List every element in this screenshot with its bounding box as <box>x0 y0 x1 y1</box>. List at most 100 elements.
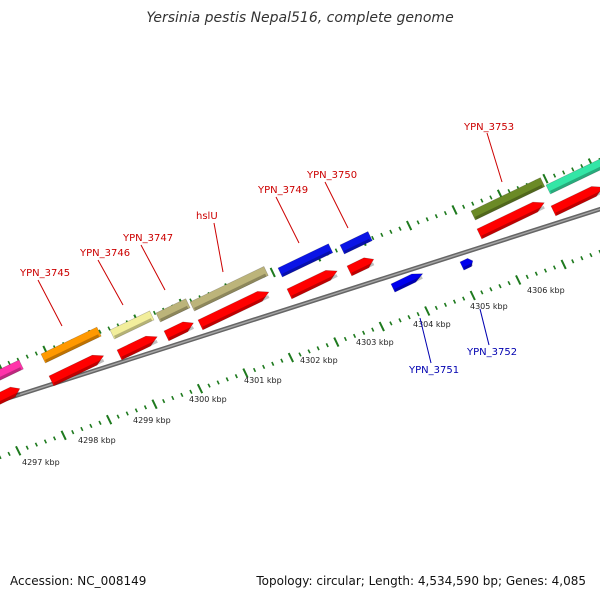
cds-arrow <box>286 270 338 300</box>
lower-tick <box>242 368 249 379</box>
lower-tick <box>134 408 138 413</box>
lower-tick <box>262 364 266 370</box>
feature-bar-body <box>40 326 102 364</box>
lower-tick <box>271 361 275 366</box>
label-layer: 4297 kbp 4298 kbp 4299 kbp 4300 kbp 4301 kbp… <box>19 122 565 467</box>
lower-tick <box>343 336 348 342</box>
gene-leader-line <box>140 244 166 291</box>
feature-bar <box>0 359 24 383</box>
cds-arrow <box>346 257 375 277</box>
gene-leader-line <box>419 317 432 364</box>
gene-leader-line <box>97 259 124 306</box>
gene-leader-line <box>275 196 300 244</box>
cds-arrow-shade <box>53 358 105 386</box>
backbone-layer <box>0 206 600 404</box>
genome-summary: Topology: circular; Length: 4,534,590 bp… <box>256 574 586 588</box>
gene-label: YPN_3747 <box>122 233 173 244</box>
lower-tick <box>7 451 11 457</box>
scale-label: 4302 kbp <box>300 356 338 365</box>
lower-tick <box>125 411 129 416</box>
lower-tick <box>498 284 502 289</box>
feature-bar-shade <box>193 273 267 311</box>
upper-tick <box>7 360 11 366</box>
upper-tick <box>107 326 111 331</box>
upper-tick <box>416 220 420 225</box>
cds-arrow-body <box>0 386 21 406</box>
lower-tick <box>452 299 457 304</box>
lower-tick <box>216 380 220 385</box>
feature-bar-body <box>155 298 191 323</box>
lower-tick <box>171 395 175 401</box>
lower-tick <box>525 274 529 280</box>
lower-tick <box>225 377 229 382</box>
map-title: Yersinia pestis Nepal516, complete genom… <box>146 10 454 26</box>
cds-arrow-shade <box>121 339 158 360</box>
lower-tick <box>143 405 148 410</box>
feature-bar-shade <box>343 238 371 254</box>
lower-tick <box>362 330 366 335</box>
upper-tick <box>34 351 38 356</box>
lower-tick <box>34 442 38 447</box>
gene-leader-line <box>324 181 349 229</box>
feature-bar-shade <box>549 166 600 194</box>
lower-tick <box>552 265 557 270</box>
lower-tick <box>489 287 493 292</box>
lower-tick <box>151 399 158 410</box>
cds-arrow-body <box>197 291 270 331</box>
lower-tick <box>52 436 57 441</box>
cds-arrow-body <box>346 257 375 277</box>
feature-bar-body <box>277 243 334 278</box>
upper-tick <box>405 220 413 231</box>
feature-bar <box>339 231 373 255</box>
lower-tick <box>234 374 238 379</box>
upper-tick <box>334 248 338 253</box>
gene-label: YPN_3750 <box>306 170 357 181</box>
lower-tick <box>515 274 522 285</box>
lower-tick <box>589 252 593 258</box>
lower-tick <box>398 318 402 323</box>
cds-arrow-shade <box>481 205 545 239</box>
cds-arrow-body <box>286 270 338 300</box>
upper-tick <box>389 229 393 234</box>
upper-tick <box>462 204 466 209</box>
gene-label: YPN_3752 <box>466 347 517 358</box>
lower-tick <box>424 306 431 316</box>
lower-tick <box>571 259 575 264</box>
upper-tick <box>152 310 157 316</box>
upper-tick <box>580 164 584 169</box>
cds-arrow <box>0 386 21 406</box>
accession-text: Accession: NC_008149 <box>10 574 147 588</box>
gene-leader-line <box>486 132 503 183</box>
lower-tick <box>180 392 184 398</box>
gene-label: YPN_3746 <box>79 248 130 259</box>
upper-tick <box>542 173 549 184</box>
minus-gene-arrow-shade <box>463 263 473 270</box>
lower-tick <box>287 352 294 363</box>
lower-tick <box>462 296 466 301</box>
minus-gene-arrow <box>459 258 474 271</box>
upper-tick <box>25 354 29 359</box>
scale-label: 4303 kbp <box>356 338 394 347</box>
feature-bar-shade <box>159 305 189 322</box>
lower-tick <box>480 290 484 295</box>
lower-tick <box>98 420 102 425</box>
feature-bar <box>109 310 155 340</box>
lower-tick <box>162 398 166 404</box>
lower-tick <box>333 337 340 348</box>
lower-tick <box>196 383 204 394</box>
lower-tick <box>307 349 311 354</box>
feature-bar-body <box>339 231 373 255</box>
feature-bar-body <box>0 359 24 383</box>
lower-tick <box>25 445 29 450</box>
upper-tick <box>471 201 475 206</box>
feature-bar <box>155 298 191 323</box>
cds-arrow-shade <box>291 274 338 299</box>
lower-tick <box>371 327 375 332</box>
minus-gene-arrow <box>390 273 424 293</box>
feature-bar-body <box>545 158 600 195</box>
gene-leader-line <box>37 279 63 327</box>
feature-bar <box>470 177 546 221</box>
scale-label: 4297 kbp <box>22 458 60 467</box>
lower-tick <box>298 352 302 357</box>
